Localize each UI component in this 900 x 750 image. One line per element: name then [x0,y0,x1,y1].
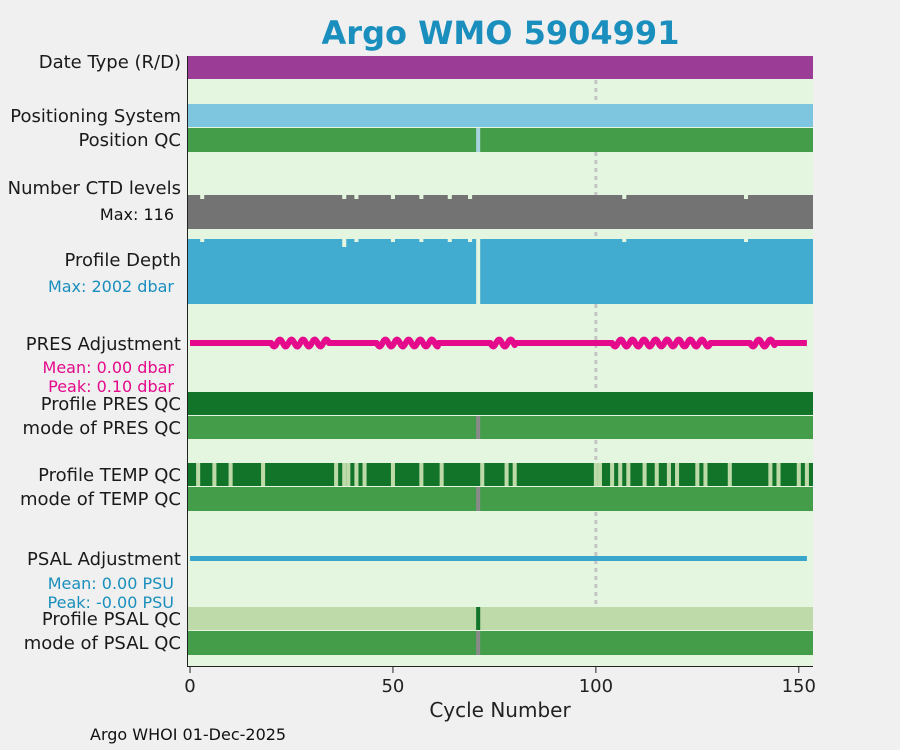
label-date-type: Date Type (R/D) [38,52,181,73]
temp-qc-gap-cycle-106 [618,463,623,486]
ctd-levels-dip-cycle-41 [354,195,359,199]
position-qc-bar [188,128,813,152]
temp-qc-gap-cycle-39 [346,463,351,486]
temp-qc-gap-cycle-41 [354,463,359,486]
plot-background [188,56,813,666]
temp-qc-gap-cycle-108 [626,463,631,486]
label-profile-temp-qc: Profile TEMP QC [38,465,181,486]
temp-qc-gap-cycle-133 [727,463,732,486]
psal-peak-text: Peak: -0.00 PSU [47,593,174,612]
profile-depth-dip-cycle-57 [419,239,424,242]
temp-qc-gap-cycle-127 [703,463,708,486]
ctd-levels-dip-cycle-137 [744,195,749,199]
profile-depth-bar [188,239,813,304]
profile-depth-dip-cycle-38 [342,239,347,247]
footer-text: Argo WHOI 01-Dec-2025 [90,725,287,744]
temp-qc-gap-cycle-143 [768,463,773,486]
temp-qc-gap-cycle-78 [504,463,509,486]
temp-qc-gap-cycle-120 [675,463,680,486]
temp-qc-gap-cycle-18 [261,463,266,486]
ctd-levels-dip-cycle-50 [390,195,395,199]
profile-depth-dip-cycle-69 [468,239,473,242]
label-mode-pres-qc: mode of PRES QC [22,418,181,439]
temp-qc-gap-cycle-101 [597,463,602,486]
mode-pres-qc-bar [188,416,813,439]
temp-qc-gap-cycle-125 [695,463,700,486]
ctd-max-text: Max: 116 [99,205,174,224]
profile-psal-qc-bar [188,607,813,630]
profile-depth-dip-cycle-64 [447,239,452,242]
ctd-levels-dip-cycle-38 [342,195,347,199]
label-ctd-levels: Number CTD levels [7,178,181,199]
position-qc-gap-cycle-71 [476,128,481,152]
temp-qc-gap-cycle-104 [610,463,615,486]
temp-qc-gap-cycle-112 [642,463,647,486]
pres-peak-text: Peak: 0.10 dbar [48,377,174,396]
depth-max-text: Max: 2002 dbar [47,277,174,296]
profile-depth-dip-cycle-3 [200,239,205,242]
temp-qc-gap-cycle-36 [334,463,339,486]
label-position-qc: Position QC [78,130,181,151]
x-tick-label-0: 0 [184,676,195,697]
ctd-levels-dip-cycle-3 [200,195,205,199]
temp-qc-gap-cycle-118 [666,463,671,486]
label-profile-pres-qc: Profile PRES QC [40,394,181,415]
x-axis-label: Cycle Number [429,698,571,722]
profile-temp-qc-bar [188,463,813,486]
pres-mean-text: Mean: 0.00 dbar [42,358,174,377]
profile-depth-gap-cycle-71 [476,239,481,304]
positioning-system-bar [188,104,813,127]
label-psal-adjustment: PSAL Adjustment [26,549,181,570]
label-pres-adjustment: PRES Adjustment [25,334,181,355]
temp-qc-gap-cycle-152 [804,463,809,486]
temp-qc-gap-cycle-115 [654,463,659,486]
profile-depth-dip-cycle-137 [744,239,749,242]
label-profile-psal-qc: Profile PSAL QC [41,609,181,630]
psal-mean-text: Mean: 0.00 PSU [47,574,174,593]
ctd-levels-dip-cycle-107 [622,195,627,199]
profile-depth-dip-cycle-41 [354,239,359,242]
temp-qc-gap-cycle-2 [196,463,201,486]
x-tick-label-50: 50 [381,676,404,697]
profile-depth-dip-cycle-107 [622,239,627,242]
mode-temp-qc-bar [188,487,813,511]
temp-qc-gap-cycle-43 [362,463,367,486]
mode-psal-qc-grey-cycle-71 [476,631,481,655]
chart-title: Argo WMO 5904991 [321,14,680,52]
temp-qc-gap-cycle-10 [228,463,233,486]
ctd-levels-dip-cycle-69 [468,195,473,199]
ctd-levels-dip-cycle-57 [419,195,424,199]
x-tick-label-100: 100 [579,676,613,697]
temp-qc-gap-cycle-38 [342,463,347,486]
temp-qc-gap-cycle-100 [593,463,598,486]
label-profile-depth: Profile Depth [64,250,181,271]
date-type-bar [188,56,813,79]
label-mode-psal-qc: mode of PSAL QC [23,633,181,654]
label-positioning-system: Positioning System [10,106,181,127]
ctd-levels-bar [188,195,813,229]
mode-temp-qc-grey-cycle-71 [476,487,481,511]
temp-qc-gap-cycle-72 [480,463,485,486]
x-tick-label-150: 150 [782,676,816,697]
temp-qc-gap-cycle-57 [419,463,424,486]
profile-depth-dip-cycle-50 [390,239,395,242]
temp-qc-gap-cycle-62 [439,463,444,486]
pres-adjustment-line [188,336,809,350]
mode-psal-qc-bar [188,631,813,655]
temp-qc-gap-cycle-6 [212,463,217,486]
temp-qc-gap-cycle-145 [776,463,781,486]
profile-psal-qc-dark-cycle-71 [476,607,481,630]
profile-pres-qc-bar [188,392,813,415]
temp-qc-gap-cycle-80 [512,463,517,486]
label-mode-temp-qc: mode of TEMP QC [19,489,181,510]
temp-qc-gap-cycle-50 [390,463,395,486]
mode-pres-qc-grey-cycle-71 [476,416,481,439]
temp-qc-gap-cycle-150 [796,463,801,486]
ctd-levels-dip-cycle-64 [447,195,452,199]
